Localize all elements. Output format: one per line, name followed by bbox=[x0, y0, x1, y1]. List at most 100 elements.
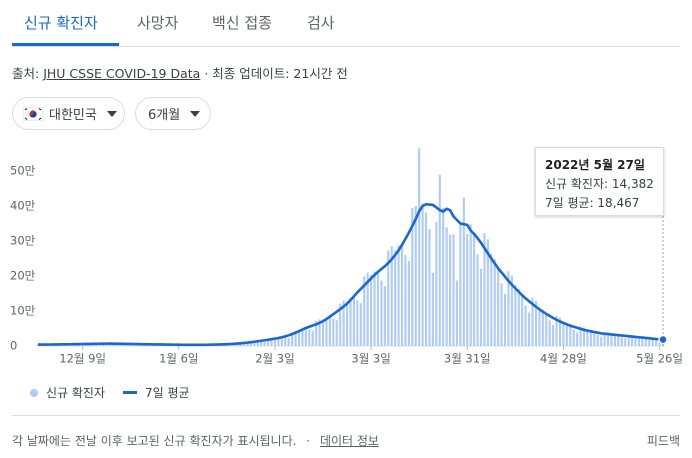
bar bbox=[260, 341, 263, 346]
bar bbox=[119, 344, 122, 346]
bar bbox=[36, 344, 40, 346]
bar bbox=[304, 327, 307, 346]
bar bbox=[376, 271, 380, 346]
bar bbox=[277, 337, 280, 346]
bar bbox=[634, 336, 637, 346]
x-tick-label: 4월 28일 bbox=[540, 352, 587, 366]
bar bbox=[486, 239, 489, 346]
bar bbox=[610, 333, 613, 346]
bar bbox=[404, 255, 407, 346]
bar bbox=[297, 330, 301, 346]
bar bbox=[510, 275, 513, 346]
bar bbox=[356, 300, 359, 346]
bar bbox=[394, 250, 397, 346]
bar bbox=[411, 208, 414, 346]
hover-dot bbox=[658, 334, 668, 345]
bar bbox=[548, 320, 551, 346]
bar bbox=[236, 343, 239, 346]
tab[interactable]: 백신 접종 bbox=[212, 14, 272, 32]
y-tick-label: 0 bbox=[10, 339, 17, 353]
bar bbox=[445, 227, 448, 346]
bar bbox=[267, 338, 270, 346]
range-dropdown[interactable]: 6개월 bbox=[135, 97, 211, 130]
tab-indicator bbox=[12, 43, 119, 46]
bar bbox=[538, 307, 541, 346]
bar bbox=[294, 330, 297, 346]
bar bbox=[452, 234, 455, 346]
flag bbox=[23, 106, 43, 121]
bar bbox=[424, 212, 428, 346]
bar bbox=[555, 315, 558, 346]
bar bbox=[620, 336, 623, 346]
updated: · 최종 업데이트: 21시간 전 bbox=[204, 66, 348, 81]
dropdown-label: 대한민국 bbox=[49, 108, 97, 123]
y-tick-label: 10만 bbox=[10, 304, 36, 318]
bar bbox=[466, 234, 469, 346]
legend: 신규 확진자 7일 평균 bbox=[30, 384, 190, 401]
tab[interactable]: 검사 bbox=[307, 14, 335, 32]
bar bbox=[387, 250, 390, 346]
bar bbox=[524, 305, 527, 346]
bar bbox=[541, 309, 544, 346]
bar bbox=[644, 339, 647, 346]
bar bbox=[449, 234, 452, 346]
note: 각 날짜에는 전날 이후 보고된 신규 확진자가 표시됩니다. bbox=[12, 434, 297, 448]
y-tick-label: 30만 bbox=[10, 234, 36, 248]
source-prefix: 출처: bbox=[12, 66, 40, 81]
bar bbox=[455, 280, 459, 346]
bar bbox=[627, 334, 630, 346]
tooltip-line: 7일 평균: 18,467 bbox=[545, 196, 640, 210]
bar bbox=[428, 229, 431, 346]
bar bbox=[418, 148, 421, 346]
bar bbox=[613, 334, 616, 346]
bar bbox=[651, 337, 654, 346]
divider bbox=[12, 415, 680, 416]
separator: · bbox=[306, 434, 311, 448]
bar bbox=[328, 316, 331, 346]
chart: 0 10만 20만 30만 40만 50만 12월 9일 1월 6일 2월 3일 3월 3일 3월 … bbox=[10, 148, 683, 366]
bar bbox=[552, 325, 555, 346]
info-link[interactable]: 데이터 정보 bbox=[319, 434, 379, 448]
bar bbox=[438, 174, 441, 346]
bar bbox=[318, 319, 321, 346]
bar bbox=[246, 342, 249, 346]
bar bbox=[301, 328, 304, 346]
bar bbox=[593, 332, 596, 346]
legend-label: 신규 확진자 bbox=[46, 386, 106, 400]
x-tick-label: 5월 26일 bbox=[636, 352, 683, 366]
legend-label: 7일 평균 bbox=[145, 386, 190, 400]
bar bbox=[617, 335, 620, 346]
bar bbox=[479, 268, 483, 346]
bar bbox=[507, 271, 510, 346]
legend-swatch bbox=[123, 391, 138, 394]
x-tick-label: 12월 9일 bbox=[59, 352, 106, 366]
country-dropdown[interactable]: 대한민국 bbox=[12, 97, 125, 130]
bar bbox=[311, 330, 314, 346]
feedback[interactable]: 피드백 bbox=[646, 434, 680, 448]
bar bbox=[308, 329, 311, 346]
tooltip: 2022년 5월 27일 신규 확진자: 14,382 7일 평균: 18,46… bbox=[535, 147, 664, 216]
bar bbox=[397, 245, 400, 346]
bar bbox=[339, 303, 342, 346]
bar bbox=[435, 222, 438, 346]
bar bbox=[606, 332, 610, 346]
bar bbox=[624, 338, 627, 346]
bar bbox=[517, 288, 520, 346]
tab[interactable]: 사망자 bbox=[137, 14, 179, 32]
bar bbox=[363, 276, 366, 346]
bar bbox=[366, 272, 369, 346]
bar bbox=[407, 260, 410, 346]
bar bbox=[473, 234, 476, 346]
bar bbox=[589, 330, 592, 346]
source-link[interactable]: JHU CSSE COVID-19 Data bbox=[43, 66, 201, 81]
bar bbox=[600, 336, 603, 346]
bar bbox=[115, 344, 119, 346]
bar bbox=[249, 342, 252, 346]
y-tick-label: 40만 bbox=[10, 199, 36, 213]
bar bbox=[332, 318, 335, 346]
bar bbox=[239, 343, 242, 346]
bar bbox=[359, 303, 362, 346]
tab[interactable]: 신규 확진자 bbox=[24, 14, 98, 32]
bar bbox=[462, 197, 465, 346]
bar bbox=[641, 337, 644, 346]
